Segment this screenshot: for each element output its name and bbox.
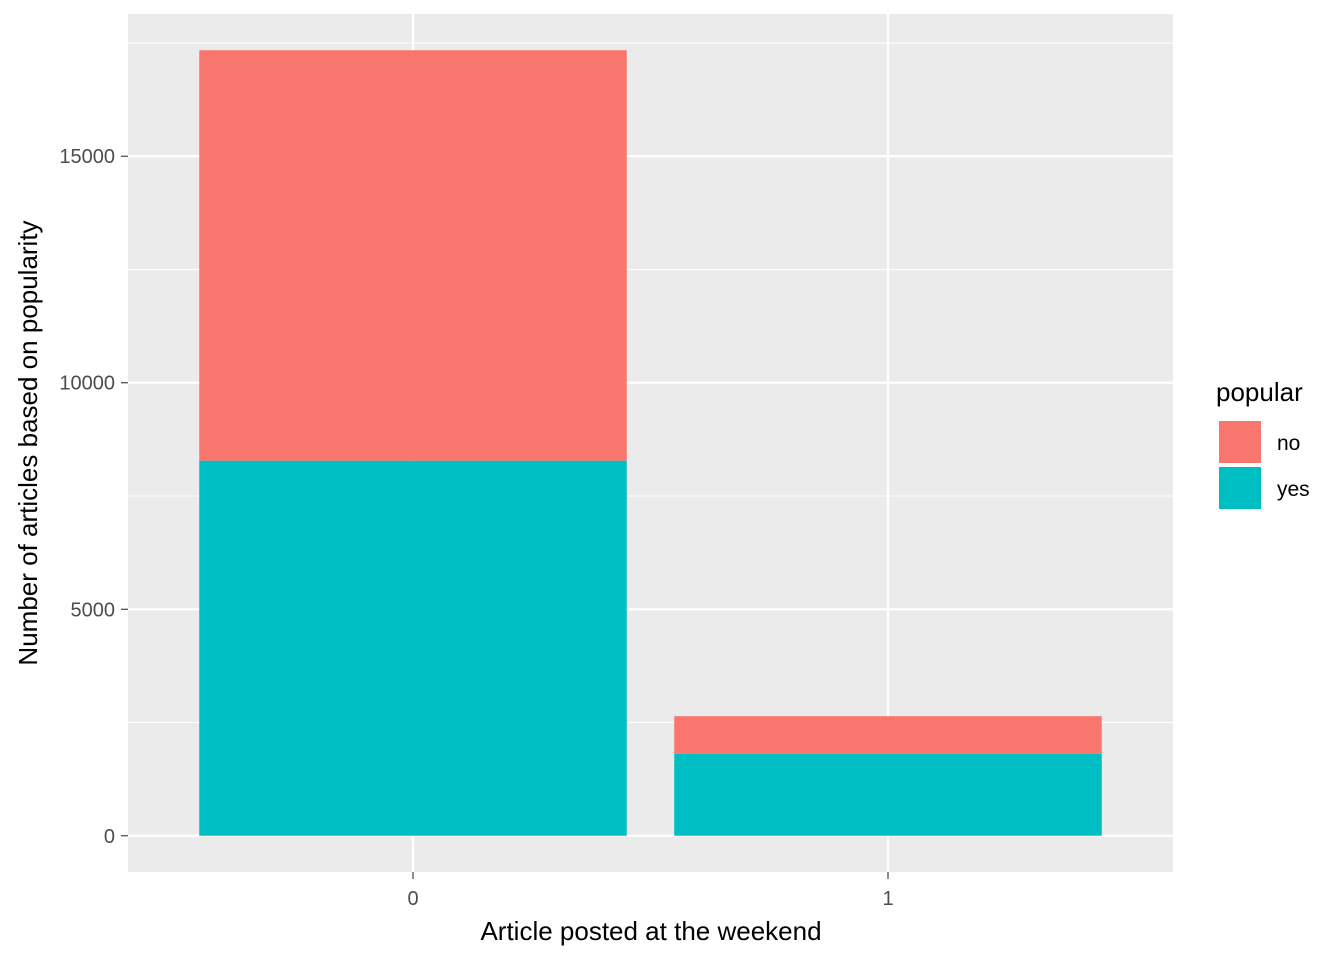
y-tick-label: 15000 — [59, 146, 115, 168]
legend-label-no: no — [1277, 432, 1300, 455]
bars — [199, 50, 1102, 836]
bar-yes-0 — [199, 460, 627, 836]
x-tick-label: 1 — [882, 888, 893, 910]
y-tick-label: 0 — [104, 826, 115, 848]
y-axis-title: Number of articles based on popularity — [13, 220, 43, 665]
y-tick-label: 10000 — [59, 373, 115, 395]
legend-label-yes: yes — [1277, 478, 1310, 501]
bar-no-0 — [199, 50, 627, 461]
x-axis-title: Article posted at the weekend — [480, 916, 821, 946]
legend-key-yes — [1219, 467, 1261, 509]
y-tick-label: 5000 — [71, 599, 116, 621]
y-axis: 0 5000 10000 15000 — [59, 146, 128, 848]
bar-yes-1 — [674, 753, 1102, 836]
legend: popular no yes — [1216, 377, 1310, 509]
x-tick-label: 0 — [407, 888, 418, 910]
bar-no-1 — [674, 716, 1102, 754]
legend-key-no — [1219, 421, 1261, 463]
legend-title: popular — [1216, 377, 1303, 407]
